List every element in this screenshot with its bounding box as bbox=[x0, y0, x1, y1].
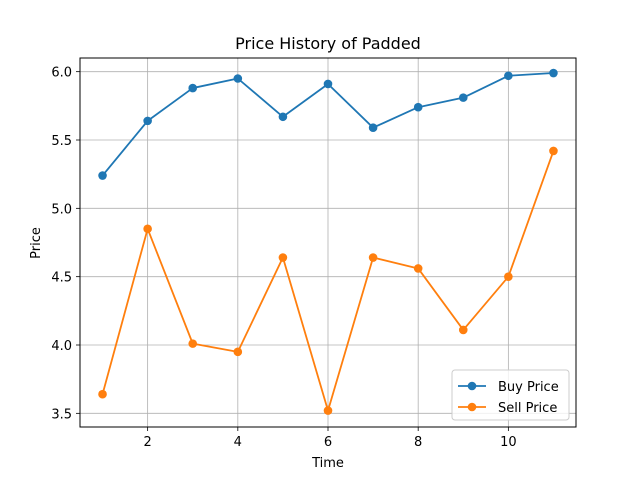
x-axis-label: Time bbox=[311, 456, 344, 471]
data-point-buy-price bbox=[323, 79, 333, 89]
x-axis-ticks: 2 4 6 8 10 bbox=[143, 427, 517, 450]
data-point-buy-price bbox=[278, 112, 288, 122]
y-axis-label: Price bbox=[29, 227, 44, 259]
y-tick-label: 5.0 bbox=[51, 202, 72, 217]
data-point-sell-price bbox=[549, 146, 558, 156]
data-point-sell-price bbox=[368, 253, 378, 262]
data-point-buy-price bbox=[143, 116, 152, 126]
data-point-buy-price bbox=[413, 102, 423, 112]
data-point-buy-price bbox=[549, 68, 558, 78]
data-point-sell-price bbox=[143, 224, 152, 234]
y-tick-label: 3.5 bbox=[51, 407, 72, 422]
legend-label-buy-price: Buy Price bbox=[498, 380, 559, 395]
legend-label-sell-price: Sell Price bbox=[498, 401, 557, 416]
data-point-sell-price bbox=[323, 406, 333, 415]
x-tick-label: 2 bbox=[143, 435, 151, 450]
series-buy-price bbox=[98, 68, 558, 180]
data-point-buy-price bbox=[504, 71, 513, 81]
y-tick-label: 4.5 bbox=[51, 271, 72, 286]
chart-title: Price History of Padded bbox=[235, 34, 421, 53]
data-point-sell-price bbox=[98, 389, 107, 399]
y-tick-label: 6.0 bbox=[51, 66, 72, 81]
data-point-sell-price bbox=[413, 264, 423, 273]
data-point-sell-price bbox=[278, 253, 288, 262]
grid-lines bbox=[80, 58, 576, 427]
legend-marker-buy-price bbox=[467, 381, 477, 391]
x-tick-label: 6 bbox=[324, 435, 332, 450]
data-point-buy-price bbox=[233, 74, 243, 83]
data-point-buy-price bbox=[188, 83, 198, 93]
data-point-sell-price bbox=[504, 272, 513, 281]
y-axis-ticks: 3.5 4.0 4.5 5.0 5.5 6.0 bbox=[51, 66, 80, 422]
x-tick-label: 10 bbox=[500, 435, 517, 450]
y-tick-label: 4.0 bbox=[51, 339, 72, 354]
y-tick-label: 5.5 bbox=[51, 134, 72, 149]
data-point-buy-price bbox=[458, 93, 468, 102]
data-point-buy-price bbox=[368, 123, 378, 132]
data-point-sell-price bbox=[458, 325, 468, 335]
series-layer bbox=[98, 68, 558, 415]
legend: Buy Price Sell Price bbox=[451, 369, 570, 421]
x-tick-label: 8 bbox=[414, 435, 422, 450]
data-point-sell-price bbox=[188, 339, 198, 348]
x-tick-label: 4 bbox=[234, 435, 242, 450]
legend-marker-sell-price bbox=[467, 402, 477, 412]
data-point-buy-price bbox=[98, 171, 107, 180]
data-point-sell-price bbox=[233, 347, 243, 357]
series-sell-price bbox=[98, 146, 558, 415]
